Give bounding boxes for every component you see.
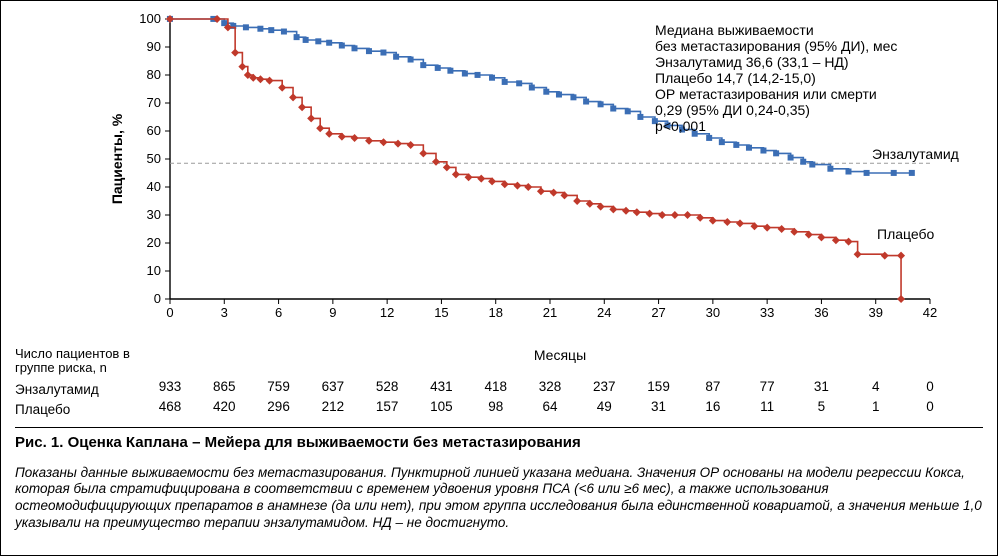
svg-text:42: 42 (923, 305, 937, 320)
svg-text:30: 30 (706, 305, 720, 320)
svg-text:Пациенты, %: Пациенты, % (109, 113, 125, 204)
risk-cell: 865 (213, 379, 236, 394)
svg-text:p<0,001: p<0,001 (655, 118, 706, 134)
svg-text:0,29 (95% ДИ 0,24-0,35): 0,29 (95% ДИ 0,24-0,35) (655, 102, 810, 118)
risk-cell: 212 (322, 399, 345, 414)
svg-text:36: 36 (814, 305, 828, 320)
svg-text:Энзалутамид 36,6 (33,1 – НД): Энзалутамид 36,6 (33,1 – НД) (655, 54, 849, 70)
risk-cell: 77 (760, 379, 775, 394)
risk-cell: 418 (484, 379, 507, 394)
svg-text:Плацебо 14,7 (14,2-15,0): Плацебо 14,7 (14,2-15,0) (655, 70, 816, 86)
svg-text:Энзалутамид: Энзалутамид (872, 146, 959, 162)
risk-cell: 933 (159, 379, 182, 394)
risk-cell: 64 (542, 399, 557, 414)
risk-row-name: Плацебо (15, 402, 137, 417)
km-chart: 0102030405060708090100036912151821242730… (15, 11, 983, 341)
svg-text:15: 15 (434, 305, 448, 320)
risk-cell: 31 (814, 379, 829, 394)
figure-caption: Показаны данные выживаемости без метаста… (15, 465, 983, 533)
risk-row: Энзалутамид93386575963752843141832823715… (15, 379, 983, 399)
svg-text:18: 18 (488, 305, 502, 320)
risk-cell: 528 (376, 379, 399, 394)
svg-text:30: 30 (147, 207, 161, 222)
svg-text:24: 24 (597, 305, 611, 320)
risk-cell: 759 (267, 379, 290, 394)
risk-row: Плацебо 468 420 296 212 157 105 98 64 49 31 16 11 5 1 0 (15, 399, 983, 419)
risk-cell: 105 (430, 399, 453, 414)
svg-text:3: 3 (221, 305, 228, 320)
risk-cell: 468 (159, 399, 182, 414)
risk-cell: 87 (705, 379, 720, 394)
risk-cell: 328 (539, 379, 562, 394)
risk-cell: 16 (705, 399, 720, 414)
risk-cell: 237 (593, 379, 616, 394)
svg-text:12: 12 (380, 305, 394, 320)
svg-text:Медиана выживаемости: Медиана выживаемости (655, 22, 814, 38)
risk-cell: 4 (872, 379, 880, 394)
svg-text:0: 0 (166, 305, 173, 320)
risk-row-name: Энзалутамид (15, 382, 137, 397)
x-axis-label-below: Месяцы (137, 347, 983, 363)
risk-cell: 637 (322, 379, 345, 394)
risk-cell: 159 (647, 379, 670, 394)
svg-text:50: 50 (147, 151, 161, 166)
svg-text:80: 80 (147, 67, 161, 82)
svg-text:9: 9 (329, 305, 336, 320)
svg-text:Плацебо: Плацебо (877, 226, 935, 242)
svg-text:60: 60 (147, 123, 161, 138)
svg-text:20: 20 (147, 235, 161, 250)
svg-text:39: 39 (868, 305, 882, 320)
svg-text:33: 33 (760, 305, 774, 320)
risk-cell: 420 (213, 399, 236, 414)
risk-cell: 0 (926, 399, 934, 414)
risk-cell: 157 (376, 399, 399, 414)
risk-cell: 31 (651, 399, 666, 414)
svg-text:без метастазирования (95% ДИ),: без метастазирования (95% ДИ), мес (655, 38, 897, 54)
svg-text:0: 0 (154, 291, 161, 306)
figure-title: Рис. 1. Оценка Каплана – Мейера для выжи… (15, 434, 983, 451)
risk-table-header: Число пациентов в группе риска, n (15, 347, 137, 374)
risk-table: Число пациентов в группе риска, n Месяцы… (15, 347, 983, 419)
svg-text:6: 6 (275, 305, 282, 320)
svg-text:90: 90 (147, 39, 161, 54)
risk-cell: 0 (926, 379, 934, 394)
svg-text:100: 100 (139, 11, 161, 26)
svg-text:70: 70 (147, 95, 161, 110)
risk-cell: 98 (488, 399, 503, 414)
svg-text:ОР метастазирования или смерти: ОР метастазирования или смерти (655, 86, 877, 102)
svg-text:40: 40 (147, 179, 161, 194)
chart-svg: 0102030405060708090100036912151821242730… (15, 11, 985, 341)
risk-cell: 431 (430, 379, 453, 394)
figure-container: { "chart": { "type": "kaplan-meier", "pl… (0, 0, 998, 556)
svg-text:10: 10 (147, 263, 161, 278)
risk-cell: 11 (760, 399, 774, 414)
svg-text:21: 21 (543, 305, 557, 320)
risk-cell: 5 (818, 399, 826, 414)
svg-text:27: 27 (651, 305, 665, 320)
risk-cell: 1 (872, 399, 880, 414)
risk-cell: 49 (597, 399, 612, 414)
risk-cell: 296 (267, 399, 290, 414)
separator (15, 427, 983, 428)
